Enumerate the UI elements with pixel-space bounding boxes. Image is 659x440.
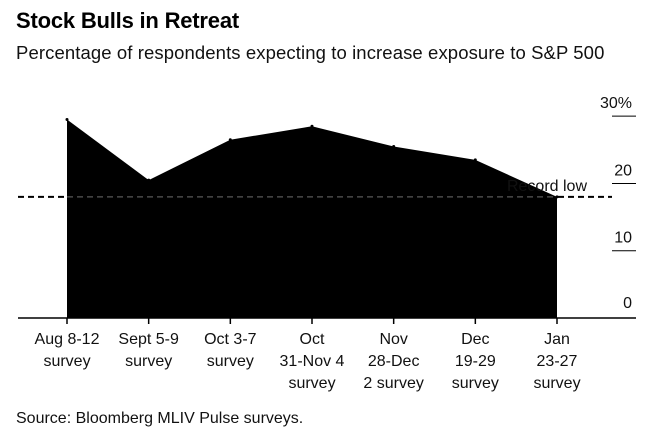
y-tick-label: 10 xyxy=(614,230,632,247)
y-tick-label: 20 xyxy=(614,162,632,179)
x-tick-label: Oct 31-Nov 4 survey xyxy=(280,331,345,392)
chart-subtitle: Percentage of respondents expecting to i… xyxy=(16,42,605,63)
record-low-label: Record low xyxy=(507,178,587,195)
data-point xyxy=(147,178,151,182)
source-note: Source: Bloomberg MLIV Pulse surveys. xyxy=(16,410,304,427)
y-tick-label: 0 xyxy=(623,295,632,312)
data-point xyxy=(555,195,559,199)
data-point xyxy=(473,158,477,162)
chart-title: Stock Bulls in Retreat xyxy=(16,8,239,33)
x-tick-label: Dec 19-29 survey xyxy=(452,331,499,392)
y-tick-label: 30% xyxy=(600,95,632,112)
data-point xyxy=(392,145,396,148)
series-area xyxy=(67,119,557,318)
data-point xyxy=(310,124,314,128)
x-tick-label: Sept 5-9 survey xyxy=(118,331,179,370)
x-tick-label: Aug 8-12 survey xyxy=(35,331,100,370)
x-tick-label: Nov 28-Dec 2 survey xyxy=(363,331,423,392)
data-point xyxy=(228,138,232,142)
x-tick-label: Jan 23-27 survey xyxy=(533,331,580,392)
data-point xyxy=(65,118,69,121)
x-tick-label: Oct 3-7 survey xyxy=(204,331,257,370)
